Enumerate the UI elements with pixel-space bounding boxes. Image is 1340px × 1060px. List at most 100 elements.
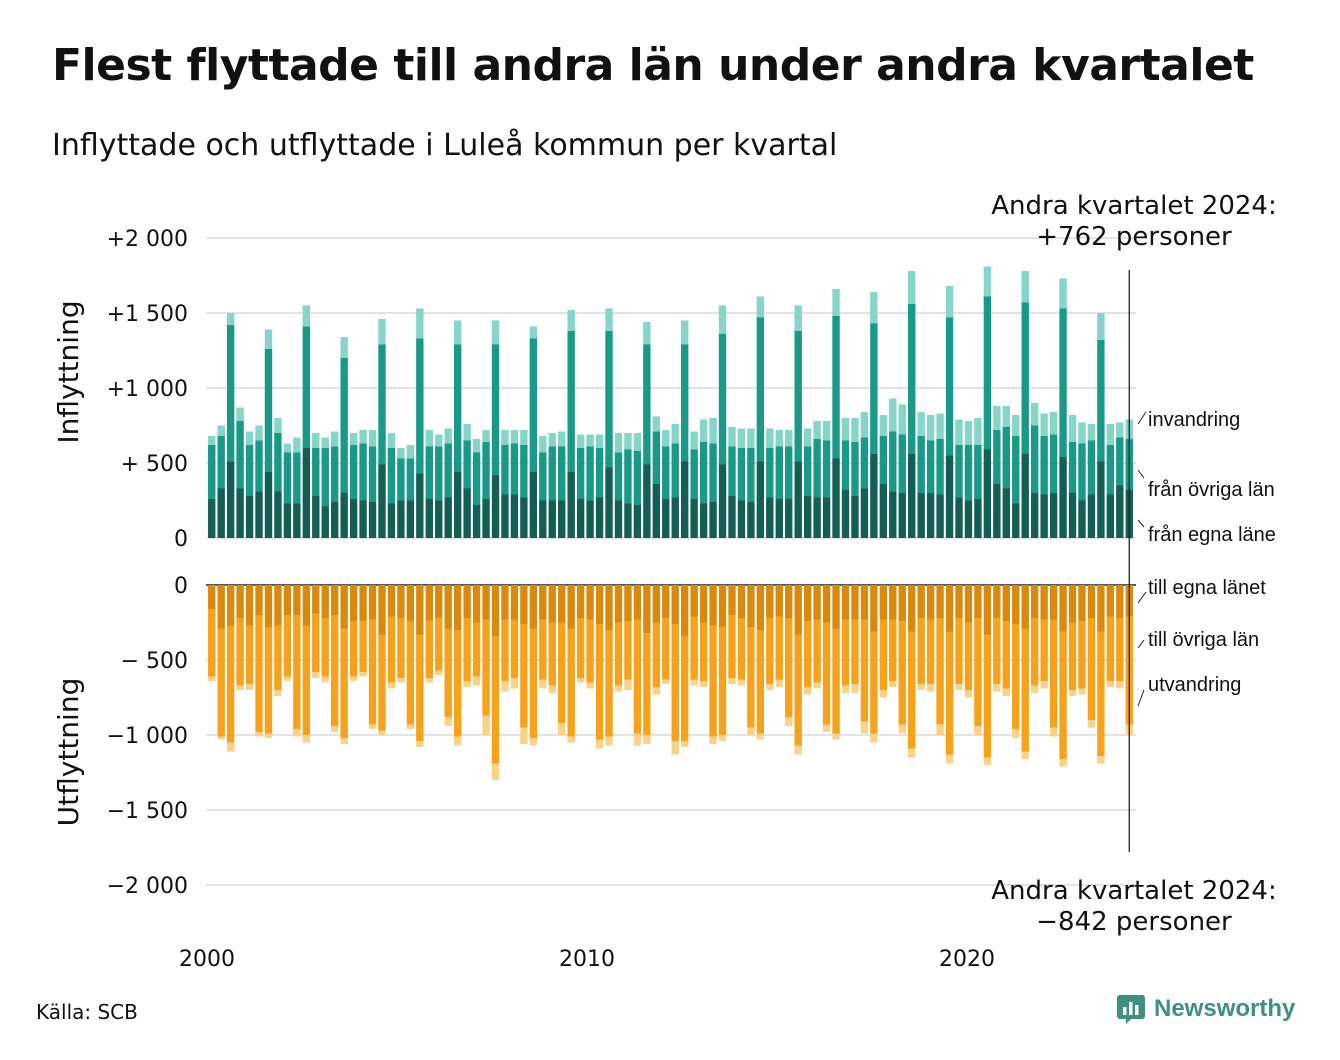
bar-out-utvandring xyxy=(236,685,244,690)
bar-in-fr-n-egna-l-net xyxy=(775,499,783,538)
bar-out-till-egna-l-net xyxy=(1106,585,1115,617)
bar-out-utvandring xyxy=(226,742,235,752)
bar-in-fr-n--vriga-l-n xyxy=(567,331,575,472)
bar-in-fr-n-egna-l-net xyxy=(917,493,925,538)
bar-in-fr-n-egna-l-net xyxy=(926,493,935,538)
y-tick-label-bottom: −1 000 xyxy=(107,724,188,749)
bar-in-fr-n--vriga-l-n xyxy=(217,436,225,489)
bar-out-utvandring xyxy=(1097,756,1105,764)
bar-out-utvandring xyxy=(359,672,367,677)
bar-out-till--vriga-l-n xyxy=(983,634,992,758)
bar-in-fr-n--vriga-l-n xyxy=(728,446,736,496)
bar-out-till-egna-l-net xyxy=(1097,585,1105,632)
bar-in-invandring xyxy=(662,430,670,447)
bar-in-fr-n--vriga-l-n xyxy=(889,431,897,492)
bar-in-fr-n-egna-l-net xyxy=(444,497,452,538)
newsworthy-logo-icon xyxy=(1117,995,1145,1024)
bar-in-fr-n--vriga-l-n xyxy=(614,452,623,501)
bar-in-invandring xyxy=(1106,424,1115,445)
bar-in-fr-n--vriga-l-n xyxy=(1002,427,1010,489)
bar-out-till--vriga-l-n xyxy=(595,624,604,740)
bar-out-till--vriga-l-n xyxy=(274,625,282,690)
bar-out-till-egna-l-net xyxy=(917,585,925,618)
bar-in-invandring xyxy=(1021,271,1029,303)
bar-in-fr-n-egna-l-net xyxy=(983,449,992,538)
leader-line xyxy=(1137,591,1147,604)
bar-out-utvandring xyxy=(879,690,888,698)
bar-out-till-egna-l-net xyxy=(586,585,594,620)
bar-out-till--vriga-l-n xyxy=(775,616,783,680)
bar-out-till-egna-l-net xyxy=(718,585,727,627)
bar-out-utvandring xyxy=(435,670,443,675)
bar-out-utvandring xyxy=(699,681,708,687)
bar-in-fr-n--vriga-l-n xyxy=(860,437,869,489)
bar-in-fr-n--vriga-l-n xyxy=(983,296,992,450)
bar-in-fr-n-egna-l-net xyxy=(822,497,831,538)
bar-out-till-egna-l-net xyxy=(510,585,519,620)
bar-in-fr-n-egna-l-net xyxy=(1021,454,1029,538)
bar-out-till--vriga-l-n xyxy=(785,618,793,717)
bar-in-invandring xyxy=(813,421,821,439)
bar-out-till--vriga-l-n xyxy=(520,624,528,728)
bar-in-fr-n-egna-l-net xyxy=(614,500,623,538)
bar-in-fr-n-egna-l-net xyxy=(794,461,802,538)
bar-out-utvandring xyxy=(397,678,405,683)
bar-in-fr-n--vriga-l-n xyxy=(425,446,433,499)
bar-out-till--vriga-l-n xyxy=(870,631,878,734)
bar-in-fr-n-egna-l-net xyxy=(1078,500,1086,538)
bar-out-till--vriga-l-n xyxy=(794,634,802,746)
bar-out-till-egna-l-net xyxy=(349,585,358,621)
bar-out-till--vriga-l-n xyxy=(444,628,452,717)
bar-in-fr-n--vriga-l-n xyxy=(699,442,708,504)
bar-in-fr-n--vriga-l-n xyxy=(908,304,916,454)
bar-in-invandring xyxy=(614,433,623,453)
bar-out-till-egna-l-net xyxy=(662,585,670,618)
bar-out-utvandring xyxy=(312,672,320,678)
bar-in-fr-n--vriga-l-n xyxy=(766,448,774,498)
bar-out-utvandring xyxy=(841,685,850,693)
bar-in-fr-n-egna-l-net xyxy=(643,464,651,538)
bar-in-invandring xyxy=(747,428,755,448)
bar-in-fr-n-egna-l-net xyxy=(936,494,944,538)
bar-out-till--vriga-l-n xyxy=(955,618,963,684)
bar-out-utvandring xyxy=(709,736,717,744)
bar-in-fr-n--vriga-l-n xyxy=(226,325,235,462)
bar-in-invandring xyxy=(359,430,367,444)
bar-in-fr-n--vriga-l-n xyxy=(245,445,254,496)
bar-out-utvandring xyxy=(548,685,556,693)
bar-out-utvandring xyxy=(794,745,802,755)
bar-out-utvandring xyxy=(274,690,282,696)
annotation-top-value: +762 personer xyxy=(1036,222,1232,252)
bar-in-fr-n--vriga-l-n xyxy=(208,445,216,499)
bar-in-fr-n-egna-l-net xyxy=(293,503,301,538)
bar-in-invandring xyxy=(718,305,727,334)
bar-in-invandring xyxy=(860,412,869,438)
bar-in-invandring xyxy=(226,313,235,325)
bar-out-till--vriga-l-n xyxy=(491,636,500,764)
bar-out-till--vriga-l-n xyxy=(1002,621,1010,689)
bar-in-fr-n--vriga-l-n xyxy=(794,331,802,462)
bar-in-invandring xyxy=(936,413,944,439)
bar-in-invandring xyxy=(444,428,452,444)
bar-out-till--vriga-l-n xyxy=(283,615,292,677)
bar-out-till--vriga-l-n xyxy=(908,631,916,749)
bar-out-till-egna-l-net xyxy=(974,585,982,618)
bar-in-fr-n--vriga-l-n xyxy=(775,446,783,499)
bar-out-utvandring xyxy=(482,715,490,735)
bar-out-till-egna-l-net xyxy=(576,585,585,618)
bar-in-fr-n--vriga-l-n xyxy=(945,317,954,456)
bar-out-till--vriga-l-n xyxy=(889,619,897,681)
bar-in-invandring xyxy=(974,418,982,445)
bar-out-utvandring xyxy=(255,732,263,737)
bar-in-fr-n-egna-l-net xyxy=(851,496,859,538)
bar-in-invandring xyxy=(1049,412,1058,435)
bar-out-till-egna-l-net xyxy=(255,585,263,615)
bar-out-utvandring xyxy=(321,676,329,683)
x-tick-label: 2000 xyxy=(179,947,235,972)
bar-out-utvandring xyxy=(349,676,358,681)
bar-out-till-egna-l-net xyxy=(435,585,443,618)
bar-out-till--vriga-l-n xyxy=(463,618,471,681)
bar-out-utvandring xyxy=(728,678,736,684)
bar-out-utvandring xyxy=(217,736,225,740)
bar-out-till-egna-l-net xyxy=(633,585,642,620)
